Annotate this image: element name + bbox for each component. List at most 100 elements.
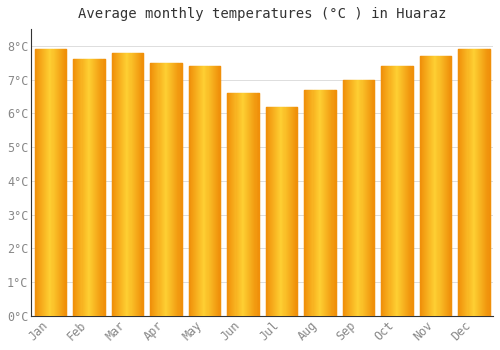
Bar <box>229 93 230 316</box>
Bar <box>385 66 386 316</box>
Bar <box>206 66 208 316</box>
Bar <box>273 107 274 316</box>
Bar <box>294 107 295 316</box>
Bar <box>173 63 174 316</box>
Bar <box>91 60 92 316</box>
Bar <box>95 60 96 316</box>
Bar <box>167 63 168 316</box>
Bar <box>360 80 362 316</box>
Bar <box>54 49 56 316</box>
Bar <box>280 107 281 316</box>
Bar <box>430 56 431 316</box>
Bar <box>352 80 353 316</box>
Bar <box>314 90 316 316</box>
Bar <box>158 63 160 316</box>
Bar <box>400 66 401 316</box>
Bar <box>58 49 59 316</box>
Bar <box>188 66 190 316</box>
Bar <box>286 107 288 316</box>
Bar <box>384 66 385 316</box>
Bar <box>481 49 482 316</box>
Bar <box>392 66 394 316</box>
Bar <box>422 56 424 316</box>
Bar <box>334 90 336 316</box>
Bar <box>94 60 95 316</box>
Bar <box>458 49 459 316</box>
Bar <box>166 63 167 316</box>
Bar <box>477 49 478 316</box>
Bar <box>180 63 182 316</box>
Bar <box>74 60 75 316</box>
Bar <box>210 66 212 316</box>
Bar <box>445 56 446 316</box>
Bar <box>278 107 279 316</box>
Bar <box>130 53 132 316</box>
Bar <box>61 49 62 316</box>
Bar <box>371 80 372 316</box>
Bar <box>372 80 373 316</box>
Bar <box>470 49 472 316</box>
Bar <box>125 53 126 316</box>
Bar <box>316 90 318 316</box>
Bar <box>403 66 404 316</box>
Bar <box>344 80 346 316</box>
Bar <box>84 60 86 316</box>
Bar <box>444 56 445 316</box>
Bar <box>386 66 388 316</box>
Bar <box>429 56 430 316</box>
Bar <box>39 49 40 316</box>
Bar <box>394 66 396 316</box>
Bar <box>41 49 42 316</box>
Bar <box>227 93 228 316</box>
Bar <box>246 93 247 316</box>
Bar <box>272 107 273 316</box>
Bar <box>353 80 354 316</box>
Bar <box>128 53 130 316</box>
Bar <box>447 56 448 316</box>
Bar <box>291 107 292 316</box>
Bar <box>266 107 268 316</box>
Bar <box>425 56 426 316</box>
Bar <box>93 60 94 316</box>
Bar <box>89 60 90 316</box>
Bar <box>88 60 89 316</box>
Bar <box>248 93 249 316</box>
Bar <box>195 66 196 316</box>
Bar <box>474 49 475 316</box>
Bar <box>240 93 242 316</box>
Bar <box>327 90 328 316</box>
Bar <box>310 90 312 316</box>
Bar <box>152 63 153 316</box>
Bar <box>390 66 392 316</box>
Bar <box>60 49 61 316</box>
Bar <box>324 90 325 316</box>
Bar <box>204 66 206 316</box>
Bar <box>78 60 80 316</box>
Bar <box>342 80 344 316</box>
Bar <box>86 60 88 316</box>
Bar <box>428 56 429 316</box>
Bar <box>250 93 251 316</box>
Bar <box>126 53 128 316</box>
Bar <box>73 60 74 316</box>
Bar <box>292 107 293 316</box>
Bar <box>284 107 286 316</box>
Bar <box>193 66 194 316</box>
Bar <box>468 49 469 316</box>
Bar <box>52 49 54 316</box>
Bar <box>271 107 272 316</box>
Bar <box>288 107 290 316</box>
Bar <box>194 66 195 316</box>
Bar <box>482 49 484 316</box>
Bar <box>234 93 236 316</box>
Bar <box>450 56 451 316</box>
Bar <box>279 107 280 316</box>
Bar <box>448 56 449 316</box>
Bar <box>464 49 466 316</box>
Bar <box>212 66 214 316</box>
Bar <box>202 66 203 316</box>
Bar <box>98 60 100 316</box>
Bar <box>356 80 358 316</box>
Bar <box>120 53 121 316</box>
Bar <box>236 93 238 316</box>
